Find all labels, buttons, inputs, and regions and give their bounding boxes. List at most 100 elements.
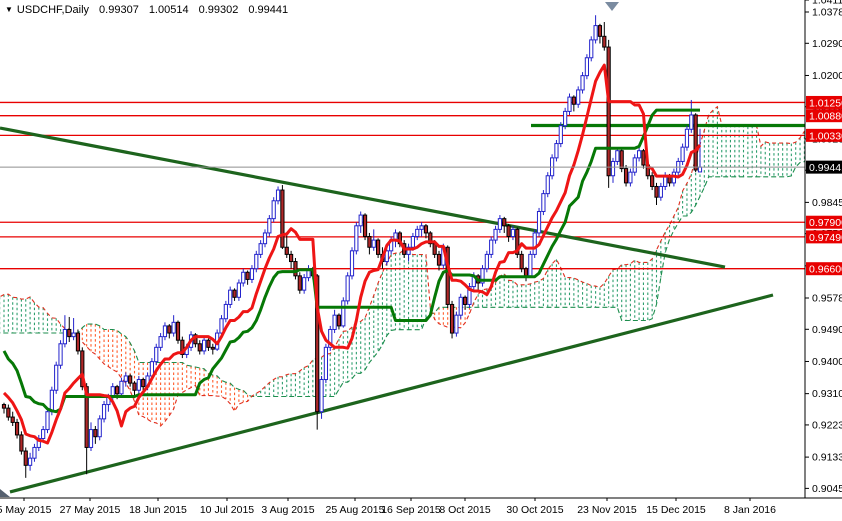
chart-symbol-label: USDCHF,Daily xyxy=(16,4,90,16)
down-candle xyxy=(115,386,120,395)
up-candle xyxy=(589,39,594,59)
down-candle xyxy=(23,450,28,466)
y-axis-tick-label: 1.04116 xyxy=(812,0,842,7)
down-candle xyxy=(502,218,507,227)
up-candle xyxy=(415,228,420,238)
up-candle xyxy=(684,128,690,148)
up-candle xyxy=(584,57,589,77)
down-candle xyxy=(210,346,215,350)
down-candle xyxy=(436,253,442,266)
down-candle xyxy=(284,246,289,255)
up-candle xyxy=(228,289,233,305)
up-candle xyxy=(689,114,694,130)
up-candle xyxy=(254,253,259,270)
up-candle xyxy=(223,303,228,320)
x-axis-date-label: 16 Sep 2015 xyxy=(381,504,441,516)
up-candle xyxy=(467,286,472,305)
down-candle xyxy=(423,225,429,234)
up-candle xyxy=(615,150,620,162)
up-candle xyxy=(563,110,568,127)
up-candle xyxy=(410,236,415,248)
up-candle xyxy=(458,296,463,316)
up-candle xyxy=(219,318,224,334)
down-candle xyxy=(654,185,659,198)
up-candle xyxy=(384,250,389,263)
x-axis-date-label: 25 Aug 2015 xyxy=(326,504,385,516)
ascending-trendline xyxy=(9,293,774,494)
down-candle xyxy=(14,421,20,436)
down-candle xyxy=(506,225,511,238)
ohlc-low: 0.99302 xyxy=(198,4,239,16)
x-axis-date-label: 8 Jan 2016 xyxy=(724,504,776,516)
up-candle xyxy=(580,75,585,91)
up-candle xyxy=(241,271,246,284)
up-candle xyxy=(545,175,550,195)
up-candle xyxy=(610,160,616,177)
down-candle xyxy=(641,150,646,166)
up-candle xyxy=(319,379,324,413)
up-candle xyxy=(267,218,272,234)
up-candle xyxy=(49,389,54,413)
x-axis-date-label: 3 Aug 2015 xyxy=(261,504,314,516)
up-candle xyxy=(576,89,581,105)
ichimoku-lines xyxy=(2,63,702,445)
x-axis-date-label: 23 Nov 2015 xyxy=(577,504,637,516)
up-candle xyxy=(41,429,46,440)
price-badge-label: 1.01250 xyxy=(809,97,842,109)
current-price-line xyxy=(0,2,805,168)
up-candle xyxy=(510,228,516,238)
down-candle xyxy=(602,35,607,48)
price-badge xyxy=(806,262,842,276)
up-candle xyxy=(45,411,50,431)
price-badge-label: 1.00880 xyxy=(809,111,842,123)
descending-trendline xyxy=(0,126,726,269)
down-candle xyxy=(515,228,520,255)
symbol-dropdown-icon[interactable]: ▼ xyxy=(5,5,13,14)
x-axis-date-label: 15 Dec 2015 xyxy=(646,504,706,516)
up-candle xyxy=(454,314,459,334)
down-candle xyxy=(180,339,185,355)
senkou-span-a xyxy=(0,105,805,427)
up-candle xyxy=(262,232,268,245)
down-candle xyxy=(432,243,437,255)
up-candle xyxy=(528,253,533,277)
up-candle xyxy=(419,225,424,230)
down-candle xyxy=(597,25,603,37)
up-candle xyxy=(58,343,63,366)
down-candle xyxy=(128,375,133,384)
down-candle xyxy=(650,175,655,187)
y-axis-tick-label: 0.94905 xyxy=(812,324,842,336)
down-candle xyxy=(93,429,98,438)
up-candle xyxy=(637,150,642,159)
up-candle xyxy=(593,25,598,41)
up-candle xyxy=(71,332,76,338)
down-candle xyxy=(132,382,137,391)
x-axis-date-label: 5 May 2015 xyxy=(0,504,52,516)
down-candle xyxy=(293,261,298,277)
up-candle xyxy=(697,166,703,173)
down-candle xyxy=(336,314,342,327)
tenkan-sen xyxy=(2,63,702,445)
chart-title: ▼ USDCHF,Daily 0.99307 1.00514 0.99302 0… xyxy=(5,4,288,16)
up-candle xyxy=(328,328,333,348)
price-badge xyxy=(806,95,842,109)
up-candle xyxy=(54,364,59,391)
up-candle xyxy=(323,346,328,381)
up-candle xyxy=(541,193,546,212)
down-candle xyxy=(362,214,368,238)
ichimoku-cloud xyxy=(0,105,805,427)
down-candle xyxy=(280,189,285,248)
up-candle xyxy=(123,375,128,382)
up-candle xyxy=(497,218,502,230)
up-candle xyxy=(632,157,637,173)
price-badge xyxy=(806,160,842,174)
y-axis-tick-label: 0.93105 xyxy=(812,388,842,400)
x-axis-date-label: 18 Jun 2015 xyxy=(129,504,187,516)
down-candle xyxy=(167,325,172,334)
down-candle xyxy=(463,296,468,305)
